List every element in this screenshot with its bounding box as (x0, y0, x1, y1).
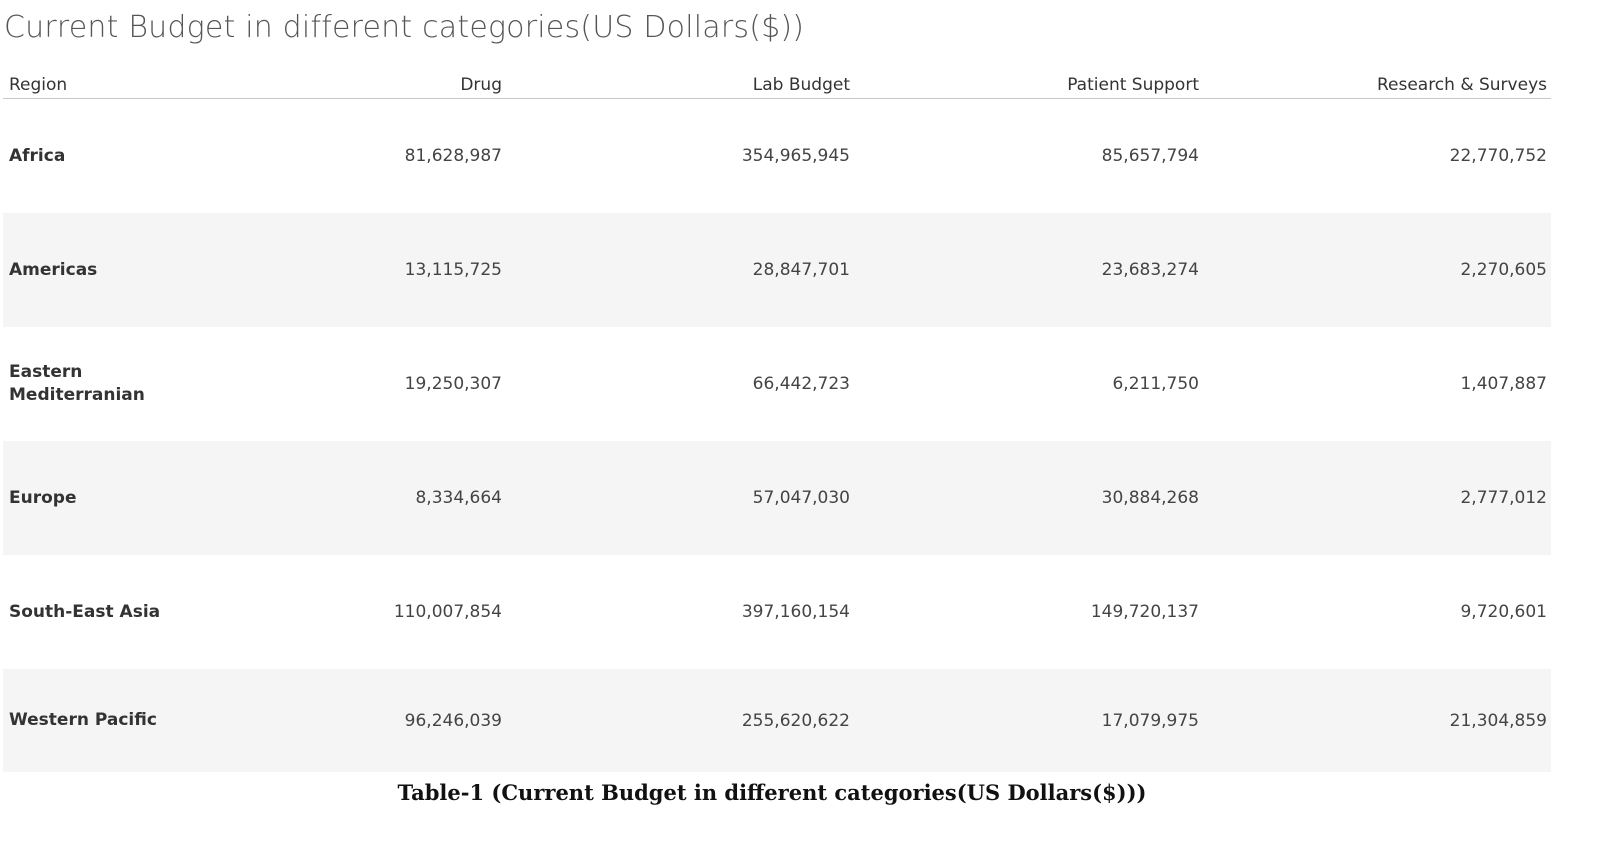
drug-cell: 8,334,664 (415, 488, 502, 508)
region-cell: Americas (9, 259, 98, 280)
lab-budget-cell: 397,160,154 (741, 602, 850, 622)
table-row: Europe 8,334,664 57,047,030 30,884,268 2… (3, 441, 1551, 555)
lab-budget-cell: 255,620,622 (741, 710, 850, 731)
drug-cell: 81,628,987 (404, 146, 502, 166)
research-surveys-cell: 21,304,859 (1449, 710, 1547, 731)
region-cell: Western Pacific (9, 710, 157, 730)
drug-cell: 13,115,725 (404, 260, 502, 280)
patient-support-cell: 6,211,750 (1112, 374, 1199, 394)
research-surveys-cell: 22,770,752 (1449, 146, 1547, 166)
research-surveys-cell: 2,270,605 (1460, 260, 1547, 280)
region-cell: South-East Asia (9, 601, 161, 622)
table-row: Americas 13,115,725 28,847,701 23,683,27… (3, 213, 1551, 327)
research-surveys-cell: 1,407,887 (1460, 374, 1547, 394)
column-header-patient-support: Patient Support (1067, 75, 1199, 95)
region-cell: Africa (9, 145, 66, 166)
drug-cell: 19,250,307 (404, 374, 502, 394)
research-surveys-cell: 9,720,601 (1460, 602, 1547, 622)
table-row: Western Pacific 96,246,039 255,620,622 1… (3, 669, 1551, 772)
patient-support-cell: 149,720,137 (1090, 602, 1199, 622)
table-caption: Table-1 (Current Budget in different cat… (397, 780, 1147, 805)
lab-budget-cell: 66,442,723 (752, 374, 850, 394)
lab-budget-cell: 28,847,701 (752, 260, 850, 280)
patient-support-cell: 30,884,268 (1101, 488, 1199, 508)
drug-cell: 110,007,854 (393, 602, 502, 622)
table-row: South-East Asia 110,007,854 397,160,154 … (3, 555, 1551, 669)
region-cell: Eastern Mediterranian (9, 362, 145, 405)
patient-support-cell: 23,683,274 (1101, 260, 1199, 280)
column-header-drug: Drug (460, 75, 502, 95)
lab-budget-cell: 354,965,945 (741, 146, 850, 166)
table-row: Eastern Mediterranian 19,250,307 66,442,… (3, 327, 1551, 441)
patient-support-cell: 17,079,975 (1101, 710, 1199, 731)
patient-support-cell: 85,657,794 (1101, 146, 1199, 166)
budget-table: Region Drug Lab Budget Patient Support R… (3, 72, 1551, 772)
table-header-row: Region Drug Lab Budget Patient Support R… (3, 72, 1551, 99)
drug-cell: 96,246,039 (404, 710, 502, 731)
chart-title: Current Budget in different categories(U… (4, 10, 805, 45)
column-header-research-surveys: Research & Surveys (1376, 75, 1547, 95)
research-surveys-cell: 2,777,012 (1460, 488, 1547, 508)
lab-budget-cell: 57,047,030 (752, 488, 850, 508)
table-row: Africa 81,628,987 354,965,945 85,657,794… (3, 99, 1551, 213)
column-header-region: Region (9, 75, 68, 95)
region-cell: Europe (9, 487, 77, 508)
column-header-lab-budget: Lab Budget (752, 75, 850, 95)
